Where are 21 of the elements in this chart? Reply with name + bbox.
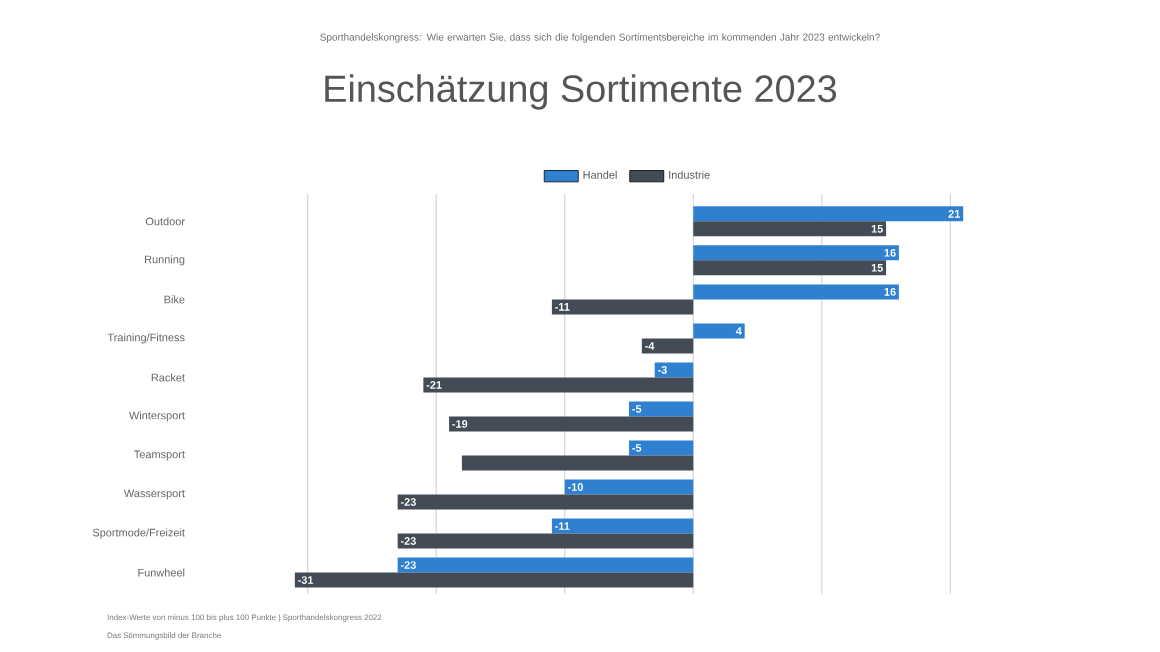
- bar: [693, 284, 899, 300]
- bar: [397, 533, 694, 549]
- bar: [629, 440, 694, 456]
- bar: [397, 494, 694, 510]
- bar: [461, 455, 694, 471]
- bar: [564, 479, 694, 495]
- bar: [397, 557, 694, 573]
- bar: [449, 416, 694, 432]
- bar: [551, 518, 694, 534]
- bar: [693, 221, 887, 237]
- bar: [423, 377, 694, 393]
- bar: [693, 245, 899, 261]
- bar: [629, 401, 694, 417]
- chart-title: Einschätzung Sortimente 2023: [325, 74, 837, 110]
- bar: [641, 338, 694, 354]
- bar: [693, 206, 964, 222]
- bar: [294, 572, 694, 588]
- bar: [551, 299, 694, 315]
- bar: [693, 260, 887, 276]
- bar: [654, 362, 694, 378]
- bar: [693, 323, 745, 339]
